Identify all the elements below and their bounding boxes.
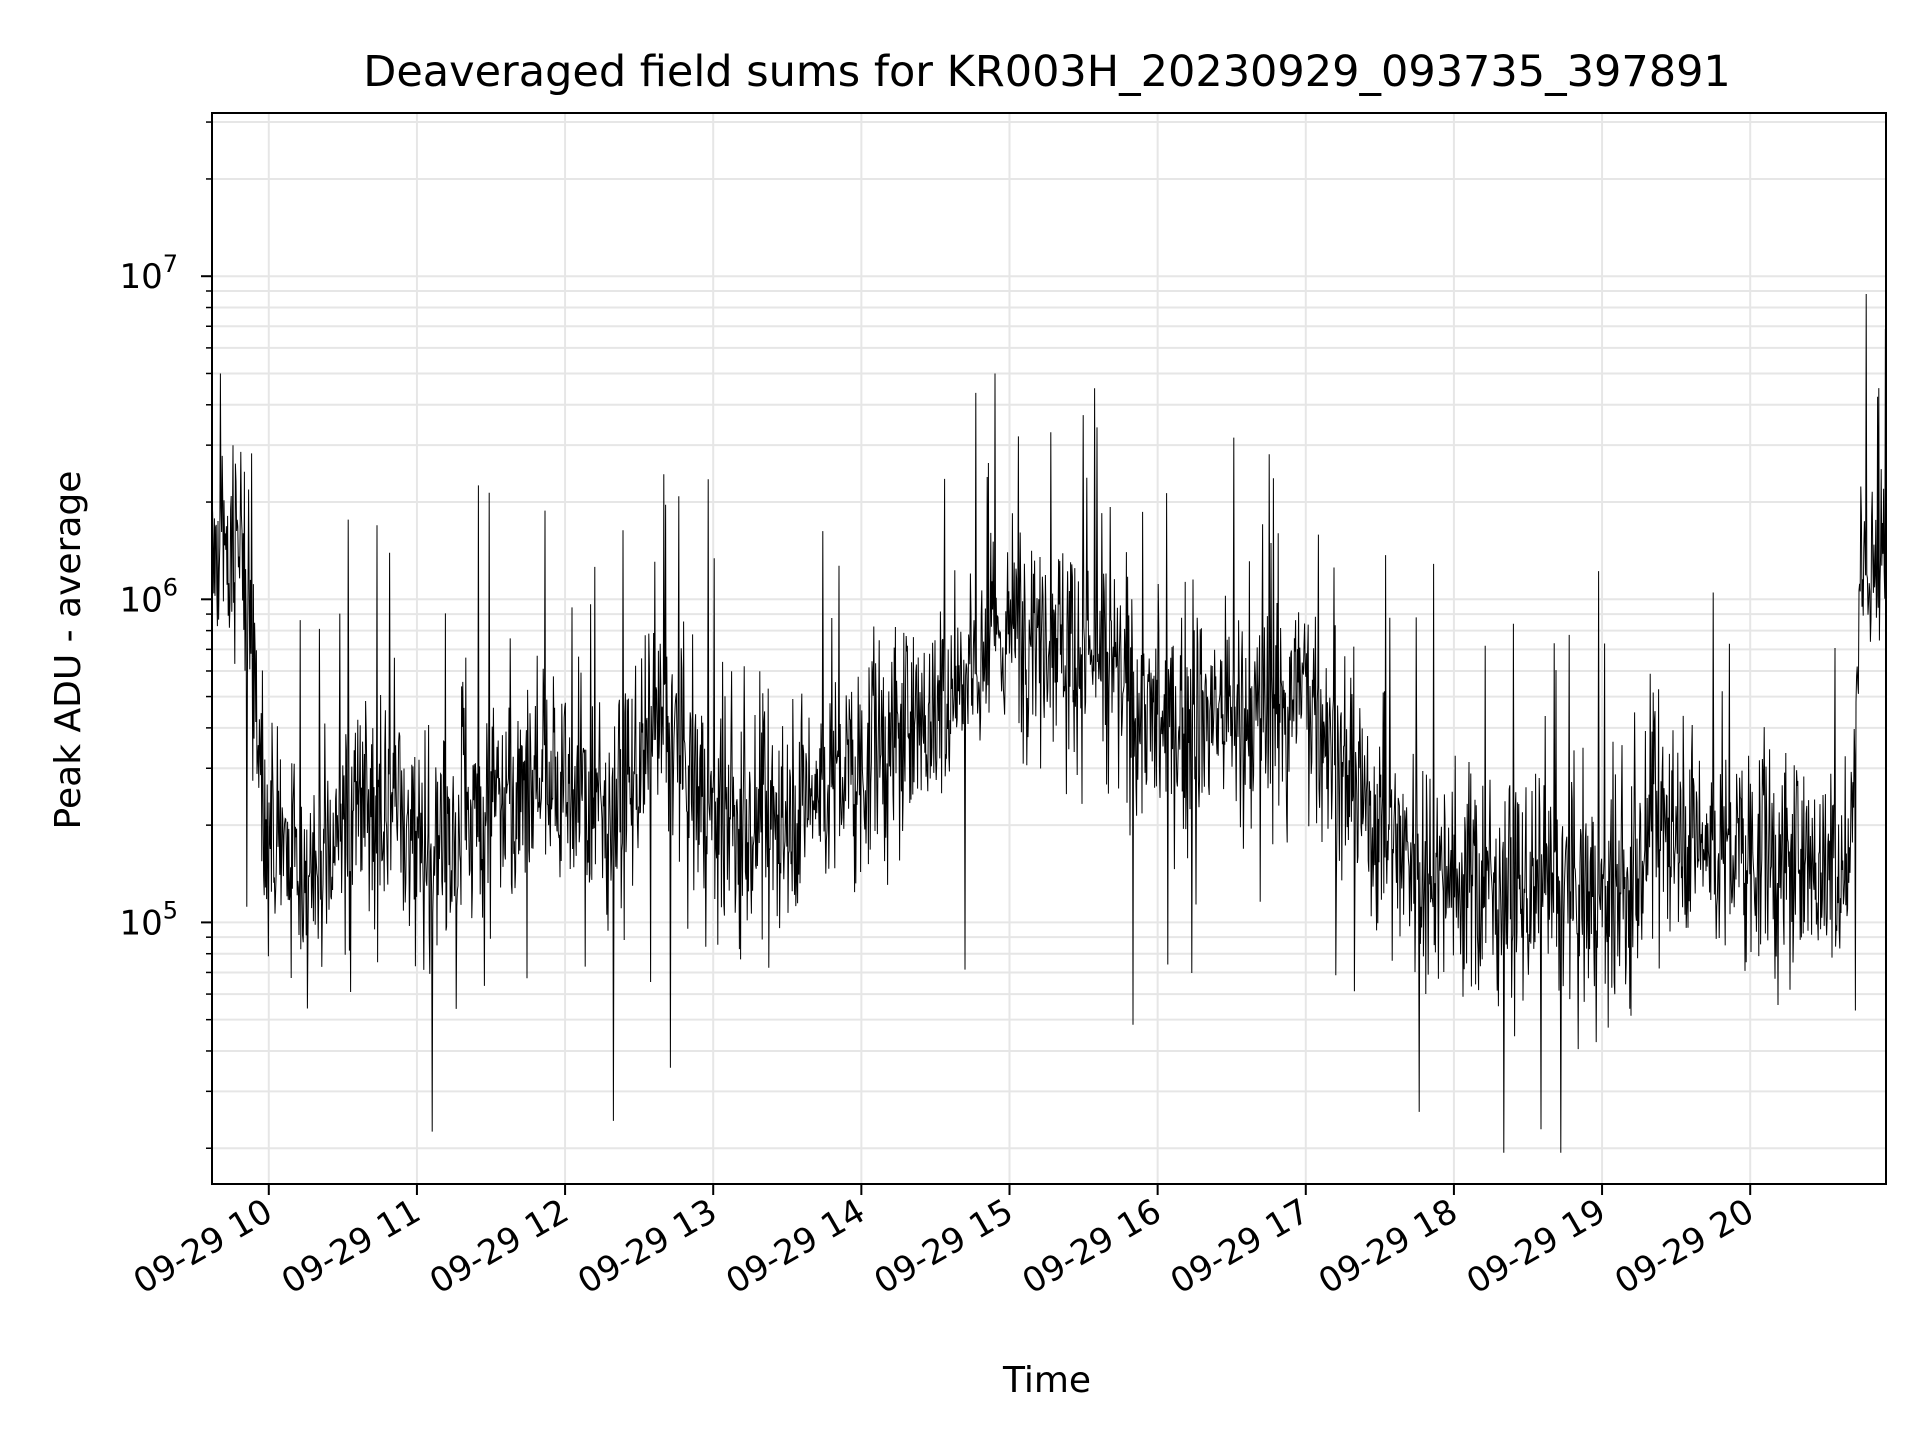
y-axis-label: Peak ADU - average xyxy=(48,471,89,830)
axes-frame xyxy=(211,112,1887,1185)
y-tick-label: 105 xyxy=(119,896,178,943)
series-line-0 xyxy=(211,163,1887,1153)
y-tick-label: 106 xyxy=(119,573,178,620)
chart-title: Deaveraged field sums for KR003H_2023092… xyxy=(363,47,1731,97)
x-axis-label: Time xyxy=(1002,1360,1091,1401)
plot-area xyxy=(211,163,1887,1153)
y-tick-label: 107 xyxy=(119,250,178,297)
